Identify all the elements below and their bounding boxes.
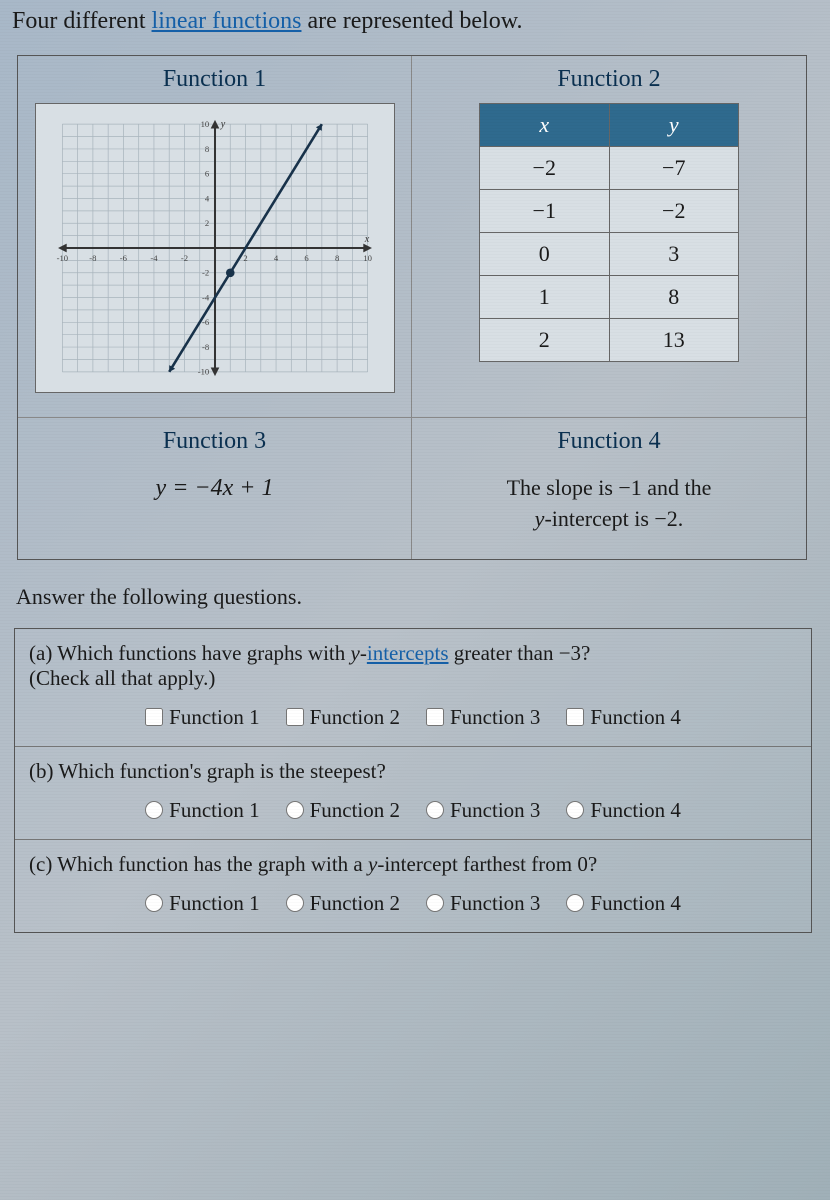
- table-header-y: y: [609, 104, 739, 147]
- question-a-text: (a) Which functions have graphs with y-i…: [29, 641, 797, 691]
- radio-func-2[interactable]: [286, 894, 304, 912]
- option-1[interactable]: Function 1: [145, 891, 259, 916]
- table-row: 213: [480, 319, 739, 362]
- option-label: Function 3: [450, 891, 540, 916]
- radio-func-3[interactable]: [426, 894, 444, 912]
- table-cell-x: −1: [480, 190, 610, 233]
- questions-box: (a) Which functions have graphs with y-i…: [14, 628, 812, 933]
- function-4-title: Function 4: [428, 428, 790, 455]
- table-cell-x: 1: [480, 276, 610, 319]
- svg-text:8: 8: [334, 253, 338, 263]
- radio-func-1[interactable]: [145, 801, 163, 819]
- svg-text:10: 10: [200, 119, 209, 129]
- svg-text:-2: -2: [202, 268, 209, 278]
- function-2-cell: Function 2 x y −2−7−1−20318213: [412, 56, 806, 418]
- question-c-text: (c) Which function has the graph with a …: [29, 852, 797, 877]
- table-row: 03: [480, 233, 739, 276]
- table-cell-x: 2: [480, 319, 610, 362]
- option-1[interactable]: Function 1: [145, 798, 259, 823]
- option-label: Function 3: [450, 798, 540, 823]
- svg-text:2: 2: [204, 218, 208, 228]
- option-label: Function 3: [450, 705, 540, 730]
- radio-func-4[interactable]: [566, 894, 584, 912]
- svg-text:8: 8: [204, 144, 208, 154]
- radio-func-1[interactable]: [145, 894, 163, 912]
- table-cell-y: −2: [609, 190, 739, 233]
- table-row: −1−2: [480, 190, 739, 233]
- radio-func-2[interactable]: [286, 801, 304, 819]
- table-cell-y: 8: [609, 276, 739, 319]
- svg-text:-6: -6: [119, 253, 127, 263]
- functions-grid: Function 1 -10-8-6-4-2246810-10-8-6-4-22…: [17, 55, 807, 560]
- intro-text: Four different linear functions are repr…: [12, 8, 818, 35]
- function-3-equation: y = −4x + 1: [34, 475, 395, 502]
- svg-text:x: x: [363, 234, 369, 245]
- question-c: (c) Which function has the graph with a …: [15, 840, 811, 932]
- svg-text:6: 6: [304, 253, 309, 263]
- function-1-graph: -10-8-6-4-2246810-10-8-6-4-2246810xy: [35, 103, 395, 393]
- svg-text:-4: -4: [202, 292, 210, 302]
- table-header-x: x: [480, 104, 610, 147]
- svg-text:-2: -2: [180, 253, 187, 263]
- checkbox-func-1[interactable]: [145, 708, 163, 726]
- function-2-title: Function 2: [428, 66, 790, 93]
- question-a: (a) Which functions have graphs with y-i…: [15, 629, 811, 747]
- option-4[interactable]: Function 4: [566, 891, 680, 916]
- svg-text:4: 4: [273, 253, 278, 263]
- option-4[interactable]: Function 4: [566, 798, 680, 823]
- option-label: Function 4: [590, 705, 680, 730]
- table-row: −2−7: [480, 147, 739, 190]
- svg-text:6: 6: [204, 169, 209, 179]
- table-cell-y: 13: [609, 319, 739, 362]
- checkbox-func-2[interactable]: [286, 708, 304, 726]
- option-4[interactable]: Function 4: [566, 705, 680, 730]
- function-3-cell: Function 3 y = −4x + 1: [18, 418, 412, 559]
- svg-text:-8: -8: [202, 342, 209, 352]
- svg-text:-8: -8: [89, 253, 96, 263]
- link-intercepts[interactable]: intercepts: [367, 641, 449, 665]
- function-2-table: x y −2−7−1−20318213: [479, 103, 739, 362]
- svg-text:4: 4: [204, 193, 209, 203]
- table-cell-x: 0: [480, 233, 610, 276]
- function-4-cell: Function 4 The slope is −1 and they-inte…: [412, 418, 806, 559]
- option-label: Function 4: [590, 891, 680, 916]
- option-3[interactable]: Function 3: [426, 891, 540, 916]
- svg-text:10: 10: [363, 253, 372, 263]
- table-cell-y: −7: [609, 147, 739, 190]
- function-1-cell: Function 1 -10-8-6-4-2246810-10-8-6-4-22…: [18, 56, 412, 418]
- checkbox-func-4[interactable]: [566, 708, 584, 726]
- option-label: Function 1: [169, 891, 259, 916]
- link-linear-functions[interactable]: linear functions: [152, 8, 302, 34]
- option-label: Function 2: [310, 891, 400, 916]
- svg-text:-4: -4: [150, 253, 158, 263]
- svg-text:2: 2: [243, 253, 247, 263]
- function-1-title: Function 1: [34, 66, 395, 93]
- option-label: Function 2: [310, 798, 400, 823]
- option-label: Function 4: [590, 798, 680, 823]
- svg-text:-10: -10: [56, 253, 68, 263]
- question-b-text: (b) Which function's graph is the steepe…: [29, 759, 797, 784]
- table-cell-x: −2: [480, 147, 610, 190]
- svg-text:y: y: [219, 119, 225, 130]
- svg-text:-10: -10: [197, 367, 209, 377]
- answer-intro: Answer the following questions.: [16, 584, 818, 610]
- option-2[interactable]: Function 2: [286, 705, 400, 730]
- table-cell-y: 3: [609, 233, 739, 276]
- option-2[interactable]: Function 2: [286, 798, 400, 823]
- option-1[interactable]: Function 1: [145, 705, 259, 730]
- checkbox-func-3[interactable]: [426, 708, 444, 726]
- function-3-title: Function 3: [34, 428, 395, 455]
- function-4-description: The slope is −1 and they-intercept is −2…: [428, 473, 790, 535]
- option-label: Function 1: [169, 798, 259, 823]
- table-row: 18: [480, 276, 739, 319]
- option-2[interactable]: Function 2: [286, 891, 400, 916]
- radio-func-4[interactable]: [566, 801, 584, 819]
- option-label: Function 2: [310, 705, 400, 730]
- option-3[interactable]: Function 3: [426, 705, 540, 730]
- radio-func-3[interactable]: [426, 801, 444, 819]
- option-label: Function 1: [169, 705, 259, 730]
- question-b: (b) Which function's graph is the steepe…: [15, 747, 811, 840]
- option-3[interactable]: Function 3: [426, 798, 540, 823]
